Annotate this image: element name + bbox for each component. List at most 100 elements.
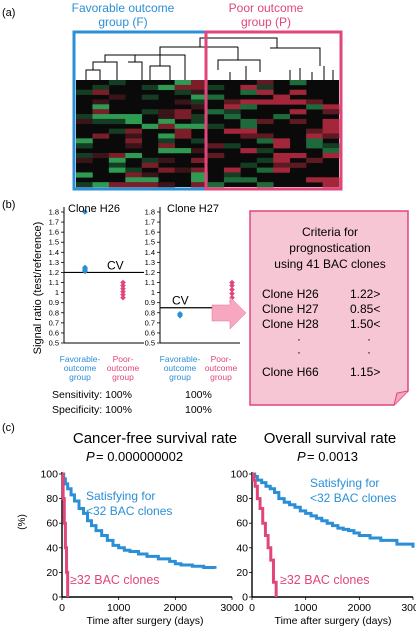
heatmap-cell	[141, 94, 159, 100]
x-tick-label: 3000	[220, 602, 244, 614]
heatmap-cell	[125, 167, 143, 173]
heatmap-cell	[191, 148, 208, 154]
criteria-rows: Clone H26 1.22> Clone H27 0.85< Clone H28 1.5…	[262, 287, 380, 379]
heatmap-cell	[108, 80, 126, 86]
heatmap-cell	[240, 162, 258, 168]
heatmap-cell	[76, 152, 93, 159]
h26-sensitivity: Sensitivity: 100%	[52, 389, 132, 401]
heatmap-cell	[108, 128, 126, 134]
heatmap-cell	[174, 114, 192, 120]
panel-c-label: (c)	[2, 422, 15, 434]
heatmap-cell	[76, 172, 93, 178]
h27-group2-line2: outcome	[205, 363, 238, 373]
heatmap-cell	[256, 148, 274, 154]
poor-point	[229, 294, 235, 301]
heatmap-cell	[174, 109, 192, 115]
heatmap-cell	[108, 157, 126, 163]
y-tick-label: 0.6	[49, 328, 59, 337]
heatmap-cell	[141, 172, 159, 178]
heatmap-cell	[289, 80, 307, 86]
h27-specificity: 100%	[185, 404, 212, 416]
heatmap-cell	[191, 84, 208, 91]
heatmap-cell	[92, 133, 110, 139]
heatmap-cell	[92, 89, 110, 95]
heatmap-cell	[141, 157, 159, 163]
y-tick-label: 1.4	[49, 248, 59, 257]
heatmap-cell	[125, 172, 143, 178]
heatmap-cell	[158, 167, 175, 173]
heatmap-cell	[223, 172, 241, 178]
heatmap-cell	[289, 118, 307, 125]
heatmap-cell	[322, 123, 340, 129]
poor-point	[120, 294, 126, 301]
heatmap-cell	[273, 114, 290, 120]
heatmap-cell	[191, 89, 208, 95]
y-tick-label: 0.6	[145, 328, 155, 337]
favorable-point	[82, 209, 88, 215]
h26-group2-line2: outcome	[107, 363, 140, 373]
heatmap-cell	[240, 84, 258, 91]
heatmap-cell	[174, 167, 192, 173]
y-tick-label: 0.5	[49, 339, 59, 348]
heatmap-cell	[256, 118, 274, 125]
os-p-value: = 0.0013	[307, 449, 358, 464]
heatmap-cell	[92, 152, 110, 159]
heatmap-cell	[223, 143, 241, 149]
y-tick-label: 1.8	[49, 208, 59, 217]
survival-axis-label: (%)	[17, 514, 28, 530]
heatmap-cell	[108, 118, 126, 125]
heatmap-cell	[174, 84, 192, 91]
heatmap-cell	[223, 104, 241, 110]
y-tick-label: 1.7	[49, 218, 59, 227]
heatmap-cell	[92, 99, 110, 105]
y-tick-label: 1.1	[49, 278, 59, 287]
heatmap-cell	[108, 152, 126, 159]
y-tick-label: 1.2	[49, 268, 59, 277]
criteria-value: 1.15>	[350, 365, 380, 379]
heatmap-cell	[240, 133, 258, 139]
favorable-point	[177, 312, 183, 319]
heatmap-cell	[141, 84, 159, 91]
criteria-value: ·	[367, 345, 371, 359]
heatmap-cell	[306, 138, 323, 144]
poor-point	[120, 285, 126, 292]
heatmap-cell	[273, 157, 290, 163]
cfs-blue-label-line2: <32 BAC clones	[86, 504, 172, 518]
criteria-value: 1.22>	[350, 287, 380, 301]
heatmap-cell	[174, 133, 192, 139]
heatmap-cell	[322, 133, 340, 139]
criteria-clone: Clone H28	[262, 317, 319, 331]
y-tick-label: 80	[236, 493, 248, 505]
heatmap-cell	[141, 182, 159, 188]
x-tick-label: 2000	[164, 602, 188, 614]
h27-group1-line2: outcome	[164, 363, 197, 373]
heatmap-cell	[158, 138, 175, 144]
y-tick-label: 0.7	[145, 318, 155, 327]
clone-h26-title: Clone H26	[68, 203, 120, 215]
heatmap-cell	[240, 118, 258, 125]
heatmap-cell	[92, 114, 110, 120]
heatmap-cell	[306, 177, 323, 183]
heatmap-cell	[273, 167, 290, 173]
heatmap-cell	[141, 177, 159, 183]
y-tick-label: 20	[46, 567, 58, 579]
heatmap-cell	[240, 128, 258, 134]
heatmap-cell	[191, 114, 208, 120]
y-tick-label: 1.3	[145, 258, 155, 267]
heatmap-cell	[191, 104, 208, 110]
poor-point	[229, 282, 235, 289]
heatmap-cell	[141, 109, 159, 115]
criteria-clone: Clone H27	[262, 302, 319, 316]
y-tick-label: 1.7	[145, 218, 155, 227]
heatmap-cell	[191, 118, 208, 125]
x-tick-label: 3000	[401, 602, 416, 614]
criteria-title-line2: prognostication	[289, 241, 370, 255]
heatmap-cell	[76, 118, 93, 125]
criteria-clone: ·	[297, 345, 301, 359]
dendrogram-branch	[149, 65, 171, 80]
heatmap-cell	[191, 94, 208, 100]
heatmap-cell	[223, 99, 241, 105]
heatmap-cell	[141, 162, 159, 168]
heatmap-cell	[240, 104, 258, 110]
